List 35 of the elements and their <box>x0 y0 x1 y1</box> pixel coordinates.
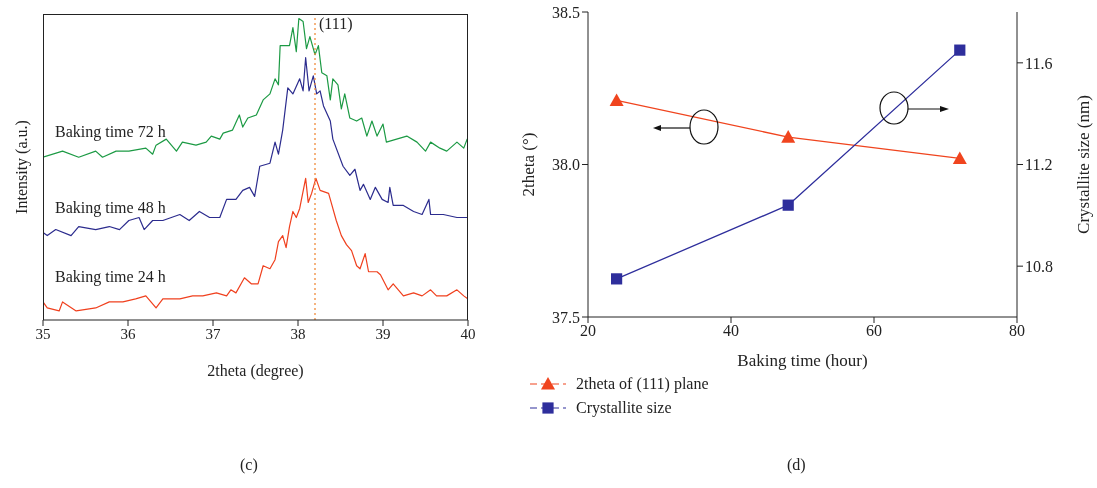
point <box>954 44 966 56</box>
y2-tick-label: 10.8 <box>1025 257 1053 275</box>
y-tick-label: 38.0 <box>552 156 580 174</box>
legend-label: 2theta of (111) plane <box>575 374 710 395</box>
x-tick-label: 40 <box>723 322 739 340</box>
x-tick-label: 40 <box>460 325 476 342</box>
y2-tick-label: 11.6 <box>1025 54 1053 72</box>
x-tick-label: 35 <box>35 325 51 342</box>
y-axis-title: 2theta (°) <box>519 132 539 197</box>
text: (d) <box>787 456 806 474</box>
annotation: (111) <box>319 14 353 33</box>
series-label: Baking time 48 h <box>55 198 166 217</box>
point <box>782 199 794 211</box>
legend-label: Crystallite size <box>575 398 673 419</box>
x-tick-label: 80 <box>1009 322 1025 340</box>
x-tick-label: 20 <box>580 322 596 340</box>
x-axis-title: 2theta (degree) <box>207 362 304 380</box>
series-label: Baking time 72 h <box>55 123 166 142</box>
series-label: Baking time 24 h <box>55 267 166 286</box>
y2-axis-title: Crystallite size (nm) <box>1074 95 1094 234</box>
y2-tick-label: 11.2 <box>1025 156 1053 174</box>
x-tick-label: 36 <box>120 325 136 342</box>
x-tick-label: 60 <box>866 322 882 340</box>
point <box>609 93 624 107</box>
y-tick-label: 38.5 <box>552 3 580 21</box>
point <box>611 273 623 285</box>
text: (c) <box>240 456 258 474</box>
y-tick-label: 37.5 <box>552 308 580 326</box>
x-tick-label: 37 <box>205 325 221 342</box>
point <box>781 130 796 143</box>
x-tick-label: 39 <box>375 325 391 342</box>
x-axis-title: Baking time (hour) <box>737 351 868 370</box>
y-axis-title: Intensity (a.u.) <box>13 120 31 214</box>
point <box>952 151 967 164</box>
x-tick-label: 38 <box>290 325 306 342</box>
